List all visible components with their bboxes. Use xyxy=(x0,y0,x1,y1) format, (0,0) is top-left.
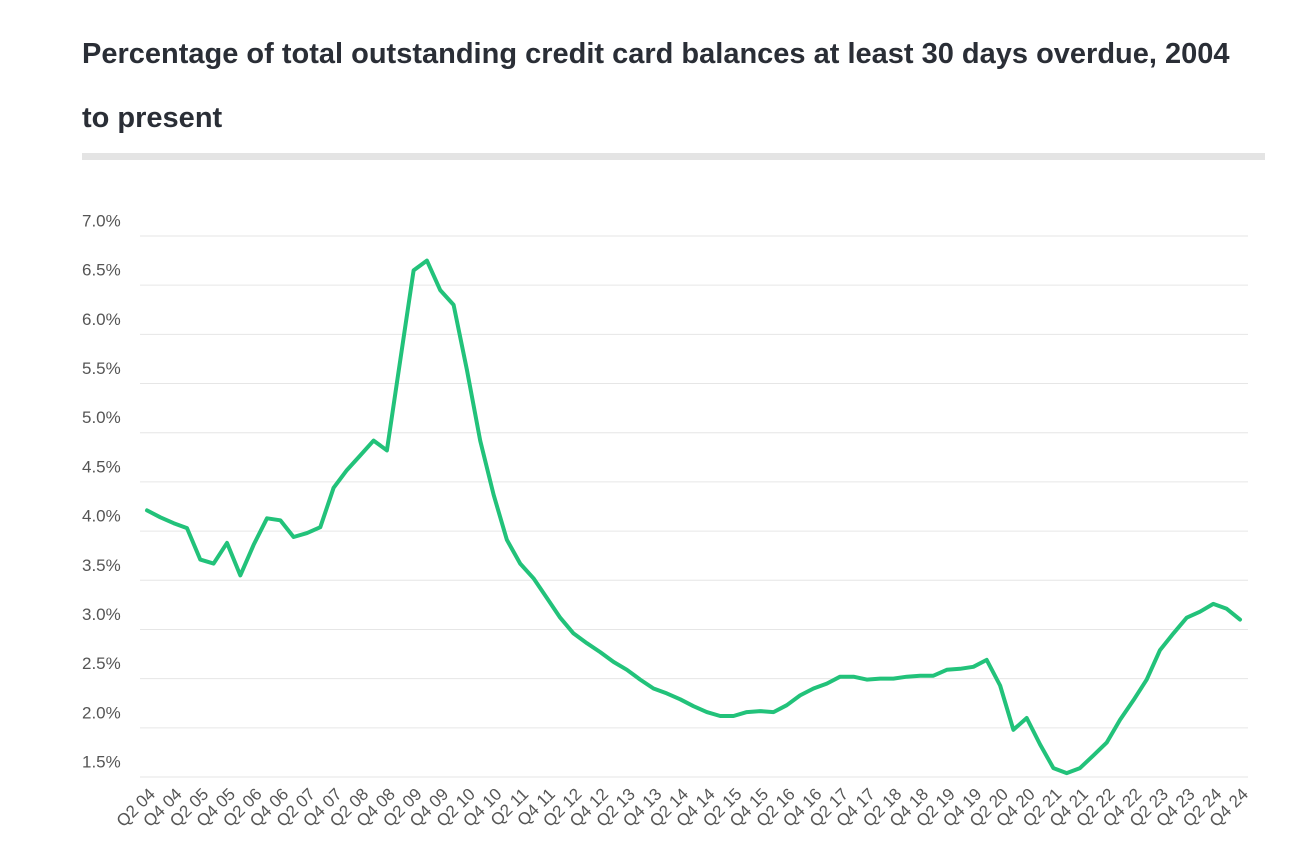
y-tick-label: 3.5% xyxy=(82,556,121,575)
y-tick-label: 5.0% xyxy=(82,408,121,427)
y-tick-label: 5.5% xyxy=(82,359,121,378)
y-tick-label: 2.0% xyxy=(82,703,121,722)
y-tick-label: 4.0% xyxy=(82,507,121,526)
y-tick-label: 6.0% xyxy=(82,310,121,329)
y-tick-label: 7.0% xyxy=(82,211,121,230)
y-tick-label: 3.0% xyxy=(82,605,121,624)
chart-title: Percentage of total outstanding credit c… xyxy=(82,38,1230,134)
title-rule xyxy=(82,153,1265,160)
y-tick-label: 1.5% xyxy=(82,752,121,771)
data-line xyxy=(145,258,1242,776)
y-tick-label: 6.5% xyxy=(82,261,121,280)
y-tick-label: 2.5% xyxy=(82,654,121,673)
y-tick-label: 4.5% xyxy=(82,457,121,476)
